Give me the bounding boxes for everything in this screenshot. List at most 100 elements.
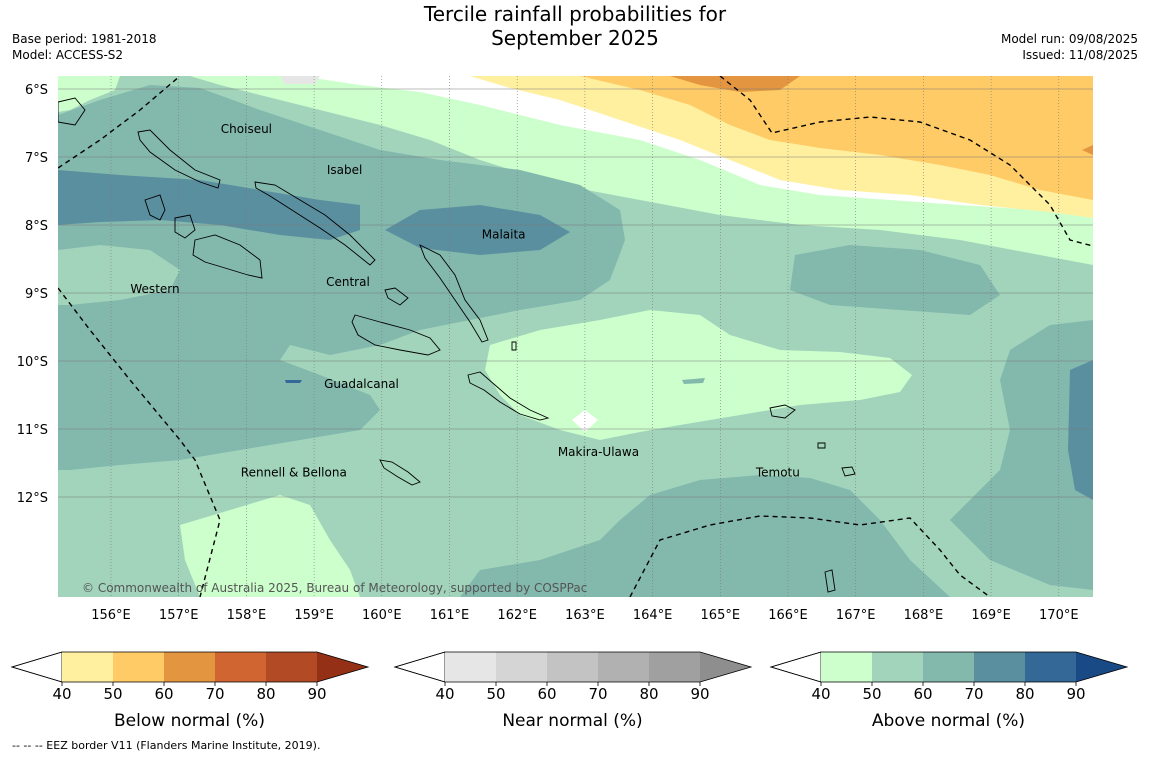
longitude-label: 162°E	[497, 608, 537, 623]
above-normal-40-50-topleft	[58, 76, 120, 112]
latitude-label: 8°S	[25, 219, 48, 234]
longitude-label: 166°E	[768, 608, 808, 623]
colorbar-tick-label: 70	[588, 685, 607, 703]
colorbar-under-triangle	[10, 651, 63, 683]
region-label: Choiseul	[221, 122, 272, 136]
new-georgia-outline	[192, 234, 263, 279]
colorbar-segment	[215, 652, 266, 682]
meta-left: Base period: 1981-2018 Model: ACCESS-S2	[12, 31, 157, 63]
colorbar-tick-label: 50	[103, 685, 122, 703]
colorbar-tick-label: 80	[1015, 685, 1034, 703]
colorbar-segment	[923, 652, 974, 682]
near-normal-40-50-patch	[280, 76, 320, 84]
vella-lavella-outline	[144, 194, 166, 221]
vanikoro-outline	[817, 442, 826, 449]
southern-islet-outline	[824, 569, 836, 593]
region-label: Makira-Ulawa	[558, 445, 639, 459]
forecast-map: Choiseul Isabel Malaita Central Western Guada…	[10, 76, 1129, 731]
longitude-label: 158°E	[227, 608, 267, 623]
region-labels: Choiseul Isabel Malaita Central Western Guada…	[130, 122, 799, 479]
title-line-1: Tercile rainfall probabilities for	[423, 2, 727, 26]
longitude-label: 169°E	[971, 608, 1011, 623]
above-normal-60-70-small	[682, 378, 705, 384]
isabel-island-outline	[254, 181, 376, 266]
colorbar-segment	[872, 652, 923, 682]
longitude-label: 170°E	[1039, 608, 1079, 623]
above-normal-70-80-west	[58, 170, 360, 240]
issued-date: Issued: 11/08/2025	[1022, 48, 1138, 62]
bougainville-outline	[58, 97, 86, 126]
colorbar: 40 50 60 70 80 90 Below normal (%)	[10, 651, 370, 731]
santa-cruz-outline	[769, 404, 796, 419]
map-title: Tercile rainfall probabilities for Septe…	[0, 2, 1150, 50]
florida-islands-outline	[384, 287, 409, 306]
region-label: Temotu	[755, 466, 800, 480]
latitude-label: 10°S	[17, 355, 48, 370]
colorbar-segment	[821, 652, 872, 682]
colorbar-tick-label: 60	[537, 685, 556, 703]
colorbar-segment	[496, 652, 547, 682]
below-normal-60-70-area	[670, 76, 800, 92]
colorbar-tick-label: 90	[1066, 685, 1085, 703]
longitude-label: 164°E	[633, 608, 673, 623]
choiseul-island-outline	[137, 129, 221, 189]
eez-footnote: -- -- -- EEZ border V11 (Flanders Marine…	[12, 739, 321, 752]
colorbar-tick-label: 60	[154, 685, 173, 703]
longitude-labels: 156°E 157°E 158°E 159°E 160°E 161°E 162°E 163°E…	[91, 608, 1078, 623]
region-label: Western	[130, 282, 179, 296]
eez-border-southeast	[629, 515, 991, 597]
above-normal-70-80-malaita	[385, 205, 570, 255]
colorbar: 40 50 60 70 80 90 Above normal (%)	[769, 651, 1129, 731]
below-normal-60-70-patch	[1082, 145, 1093, 155]
region-label: Central	[326, 275, 370, 289]
colorbar-over-triangle	[700, 652, 751, 682]
colorbar-over-triangle	[317, 652, 368, 682]
kolombangara-outline	[174, 214, 196, 239]
colorbar-segment	[649, 652, 700, 682]
above-normal-60-70-east	[950, 320, 1093, 590]
model-run: Model run: 09/08/2025	[1000, 32, 1138, 46]
region-label: Rennell & Bellona	[241, 466, 347, 480]
colorbar-segment	[445, 652, 496, 682]
colorbar: 40 50 60 70 80 90 Near normal (%)	[393, 651, 753, 731]
guadalcanal-island-outline	[351, 314, 441, 356]
latitude-label: 12°S	[17, 491, 48, 506]
colorbar-segment	[1025, 652, 1076, 682]
colorbar-tick-label: 70	[205, 685, 224, 703]
colorbar-segment	[62, 652, 113, 682]
colorbar-segment	[547, 652, 598, 682]
colorbar-tick-label: 60	[913, 685, 932, 703]
makira-island-outline	[467, 371, 550, 421]
colorbar-tick-label: 90	[690, 685, 709, 703]
eez-border-northwest	[58, 76, 181, 169]
colorbar-tick-label: 50	[862, 685, 881, 703]
copyright-text: © Commonwealth of Australia 2025, Bureau…	[82, 581, 587, 595]
base-period: Base period: 1981-2018	[12, 32, 157, 46]
colorbar-segment	[598, 652, 649, 682]
grid-lines	[58, 76, 1093, 597]
colorbar-tick-label: 80	[256, 685, 275, 703]
colorbars: 40 50 60 70 80 90 Below normal (%) 40 50 60 70 80 90…	[10, 651, 1129, 731]
above-normal-80-90-patch	[285, 380, 302, 383]
longitude-label: 163°E	[565, 608, 605, 623]
eez-borders	[58, 76, 1093, 597]
colorbar-segment	[164, 652, 215, 682]
latitude-label: 7°S	[25, 151, 48, 166]
longitude-label: 161°E	[430, 608, 470, 623]
longitude-label: 159°E	[294, 608, 334, 623]
colorbar-under-triangle	[393, 651, 446, 683]
longitude-label: 165°E	[701, 608, 741, 623]
model-name: Model: ACCESS-S2	[12, 48, 124, 62]
longitude-label: 156°E	[91, 608, 131, 623]
colorbar-tick-label: 40	[52, 685, 71, 703]
rennell-island-outline	[379, 459, 421, 486]
colorbar-segment	[974, 652, 1025, 682]
above-normal-40-50-central	[485, 310, 912, 440]
colorbar-under-triangle	[769, 651, 822, 683]
below-normal-50-60-area	[580, 76, 1093, 200]
above-normal-40-50-southwest	[180, 495, 360, 597]
region-label: Isabel	[327, 163, 362, 177]
longitude-label: 167°E	[836, 608, 876, 623]
above-normal-60-70-northeast	[790, 245, 1000, 315]
longitude-label: 168°E	[904, 608, 944, 623]
